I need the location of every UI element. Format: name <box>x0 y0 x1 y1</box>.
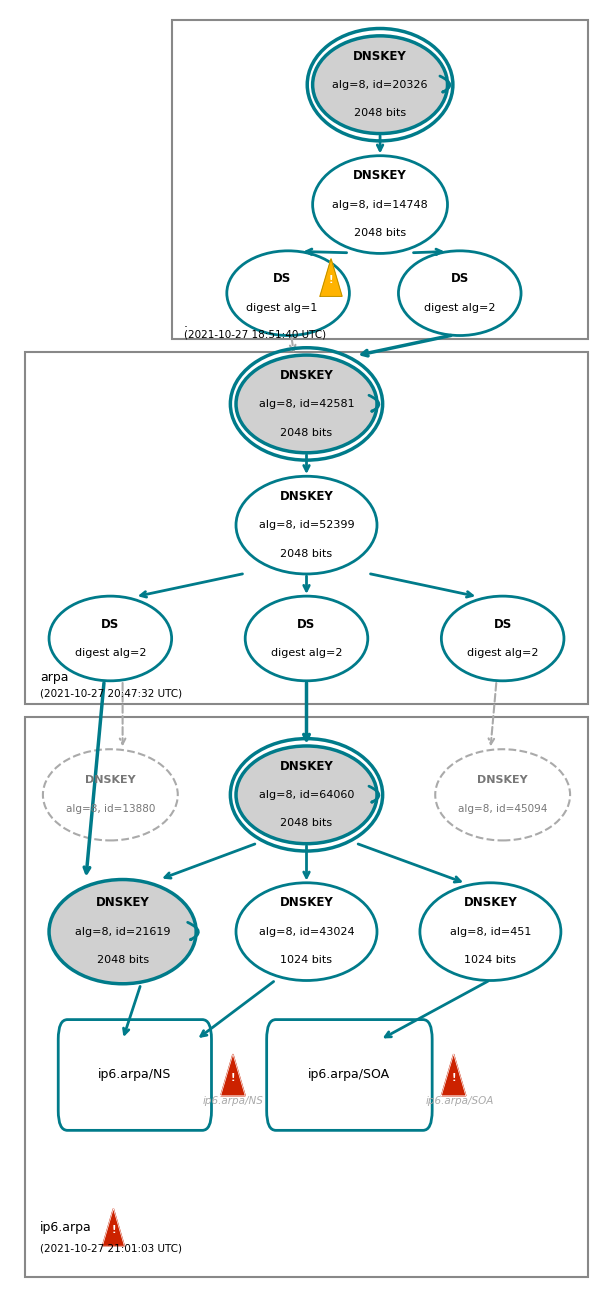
Text: ip6.arpa: ip6.arpa <box>40 1221 91 1234</box>
Ellipse shape <box>236 356 377 453</box>
Bar <box>25 352 588 704</box>
Text: DS: DS <box>451 272 469 285</box>
Text: .: . <box>184 317 188 330</box>
Text: digest alg=2: digest alg=2 <box>424 302 495 313</box>
Text: alg=8, id=21619: alg=8, id=21619 <box>75 926 170 937</box>
Polygon shape <box>102 1209 124 1246</box>
Text: !: ! <box>111 1225 116 1235</box>
Ellipse shape <box>435 749 570 840</box>
Text: !: ! <box>451 1072 456 1083</box>
Text: digest alg=2: digest alg=2 <box>75 648 146 658</box>
Ellipse shape <box>236 883 377 981</box>
Ellipse shape <box>420 883 561 981</box>
Text: DNSKEY: DNSKEY <box>96 896 150 909</box>
Ellipse shape <box>49 597 172 681</box>
Text: 2048 bits: 2048 bits <box>96 955 149 966</box>
Text: ip6.arpa/NS: ip6.arpa/NS <box>98 1068 172 1081</box>
Text: 2048 bits: 2048 bits <box>354 108 406 119</box>
Text: alg=8, id=43024: alg=8, id=43024 <box>259 926 354 937</box>
Text: 2048 bits: 2048 bits <box>280 818 333 829</box>
Text: DNSKEY: DNSKEY <box>85 775 135 786</box>
Text: DS: DS <box>101 618 120 631</box>
Ellipse shape <box>245 597 368 681</box>
Text: 2048 bits: 2048 bits <box>280 549 333 559</box>
Text: ip6.arpa/SOA: ip6.arpa/SOA <box>425 1096 494 1106</box>
Text: DNSKEY: DNSKEY <box>280 760 333 773</box>
Text: DNSKEY: DNSKEY <box>280 369 333 382</box>
Ellipse shape <box>236 745 377 844</box>
FancyArrowPatch shape <box>188 923 199 939</box>
Text: DS: DS <box>493 618 512 631</box>
Text: 2048 bits: 2048 bits <box>280 427 333 438</box>
Ellipse shape <box>43 749 178 840</box>
Text: (2021-10-27 20:47:32 UTC): (2021-10-27 20:47:32 UTC) <box>40 688 182 698</box>
FancyArrowPatch shape <box>440 76 450 93</box>
Text: alg=8, id=64060: alg=8, id=64060 <box>259 790 354 800</box>
Text: (2021-10-27 18:51:40 UTC): (2021-10-27 18:51:40 UTC) <box>184 330 326 340</box>
Ellipse shape <box>313 36 447 134</box>
Polygon shape <box>441 1054 466 1096</box>
FancyArrowPatch shape <box>369 395 379 412</box>
Ellipse shape <box>236 477 377 575</box>
Ellipse shape <box>441 597 564 681</box>
FancyArrowPatch shape <box>369 786 379 803</box>
Text: 1024 bits: 1024 bits <box>281 955 332 966</box>
Text: (2021-10-27 21:01:03 UTC): (2021-10-27 21:01:03 UTC) <box>40 1243 182 1253</box>
Text: !: ! <box>230 1072 235 1083</box>
Text: 2048 bits: 2048 bits <box>354 228 406 238</box>
Text: 1024 bits: 1024 bits <box>465 955 516 966</box>
Text: digest alg=1: digest alg=1 <box>246 302 318 313</box>
Bar <box>25 717 588 1277</box>
Text: ip6.arpa/NS: ip6.arpa/NS <box>202 1096 264 1106</box>
Text: DNSKEY: DNSKEY <box>353 169 407 182</box>
Polygon shape <box>221 1054 245 1096</box>
FancyBboxPatch shape <box>267 1019 432 1131</box>
Text: alg=8, id=14748: alg=8, id=14748 <box>332 199 428 210</box>
Text: ip6.arpa/SOA: ip6.arpa/SOA <box>308 1068 390 1081</box>
FancyBboxPatch shape <box>58 1019 211 1131</box>
Text: alg=8, id=45094: alg=8, id=45094 <box>458 804 547 814</box>
Polygon shape <box>320 259 342 296</box>
Text: alg=8, id=52399: alg=8, id=52399 <box>259 520 354 530</box>
Text: !: ! <box>329 275 333 285</box>
Ellipse shape <box>227 251 349 336</box>
Text: DNSKEY: DNSKEY <box>280 896 333 909</box>
Text: alg=8, id=13880: alg=8, id=13880 <box>66 804 155 814</box>
Text: DNSKEY: DNSKEY <box>463 896 517 909</box>
Ellipse shape <box>398 251 521 336</box>
Ellipse shape <box>49 880 196 984</box>
Text: DNSKEY: DNSKEY <box>353 50 407 63</box>
Text: alg=8, id=42581: alg=8, id=42581 <box>259 399 354 409</box>
Text: arpa: arpa <box>40 671 68 684</box>
Bar <box>172 20 588 339</box>
Ellipse shape <box>313 156 447 254</box>
Text: digest alg=2: digest alg=2 <box>271 648 342 658</box>
Text: DNSKEY: DNSKEY <box>280 490 333 503</box>
Text: digest alg=2: digest alg=2 <box>467 648 538 658</box>
Text: alg=8, id=20326: alg=8, id=20326 <box>332 79 428 90</box>
Text: DS: DS <box>297 618 316 631</box>
Text: alg=8, id=451: alg=8, id=451 <box>450 926 531 937</box>
Text: DS: DS <box>273 272 291 285</box>
Text: DNSKEY: DNSKEY <box>478 775 528 786</box>
